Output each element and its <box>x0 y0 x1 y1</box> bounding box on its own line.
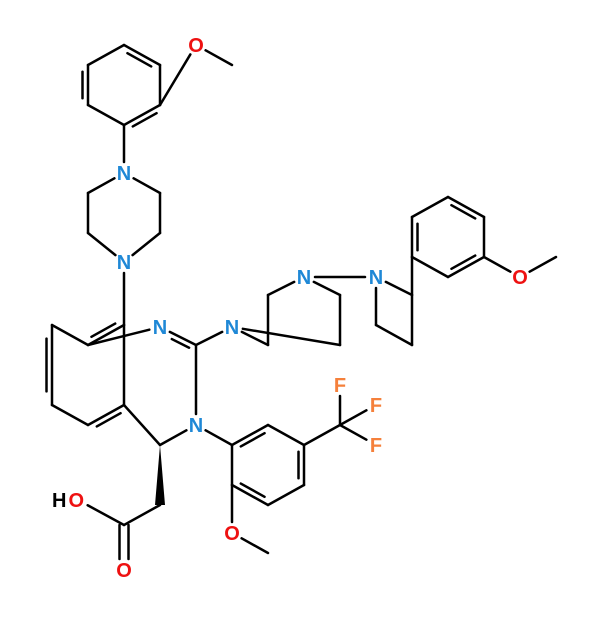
svg-text:F: F <box>370 435 382 457</box>
molecule-diagram: { "diagram": { "type": "chemical-structu… <box>0 0 600 630</box>
svg-text:N: N <box>117 252 131 274</box>
svg-text:N: N <box>369 267 383 289</box>
svg-text:N: N <box>117 163 131 185</box>
svg-text:HO: HO <box>52 490 84 512</box>
molecule-svg: ONNNNNNONOHOOFFF <box>0 0 600 630</box>
svg-text:N: N <box>225 317 239 339</box>
svg-text:N: N <box>297 267 311 289</box>
svg-text:O: O <box>224 523 240 545</box>
svg-text:O: O <box>188 35 204 57</box>
svg-text:O: O <box>512 267 528 289</box>
svg-text:O: O <box>116 560 132 582</box>
svg-text:N: N <box>153 317 167 339</box>
svg-text:N: N <box>189 415 203 437</box>
svg-text:F: F <box>370 395 382 417</box>
svg-text:F: F <box>334 375 346 397</box>
